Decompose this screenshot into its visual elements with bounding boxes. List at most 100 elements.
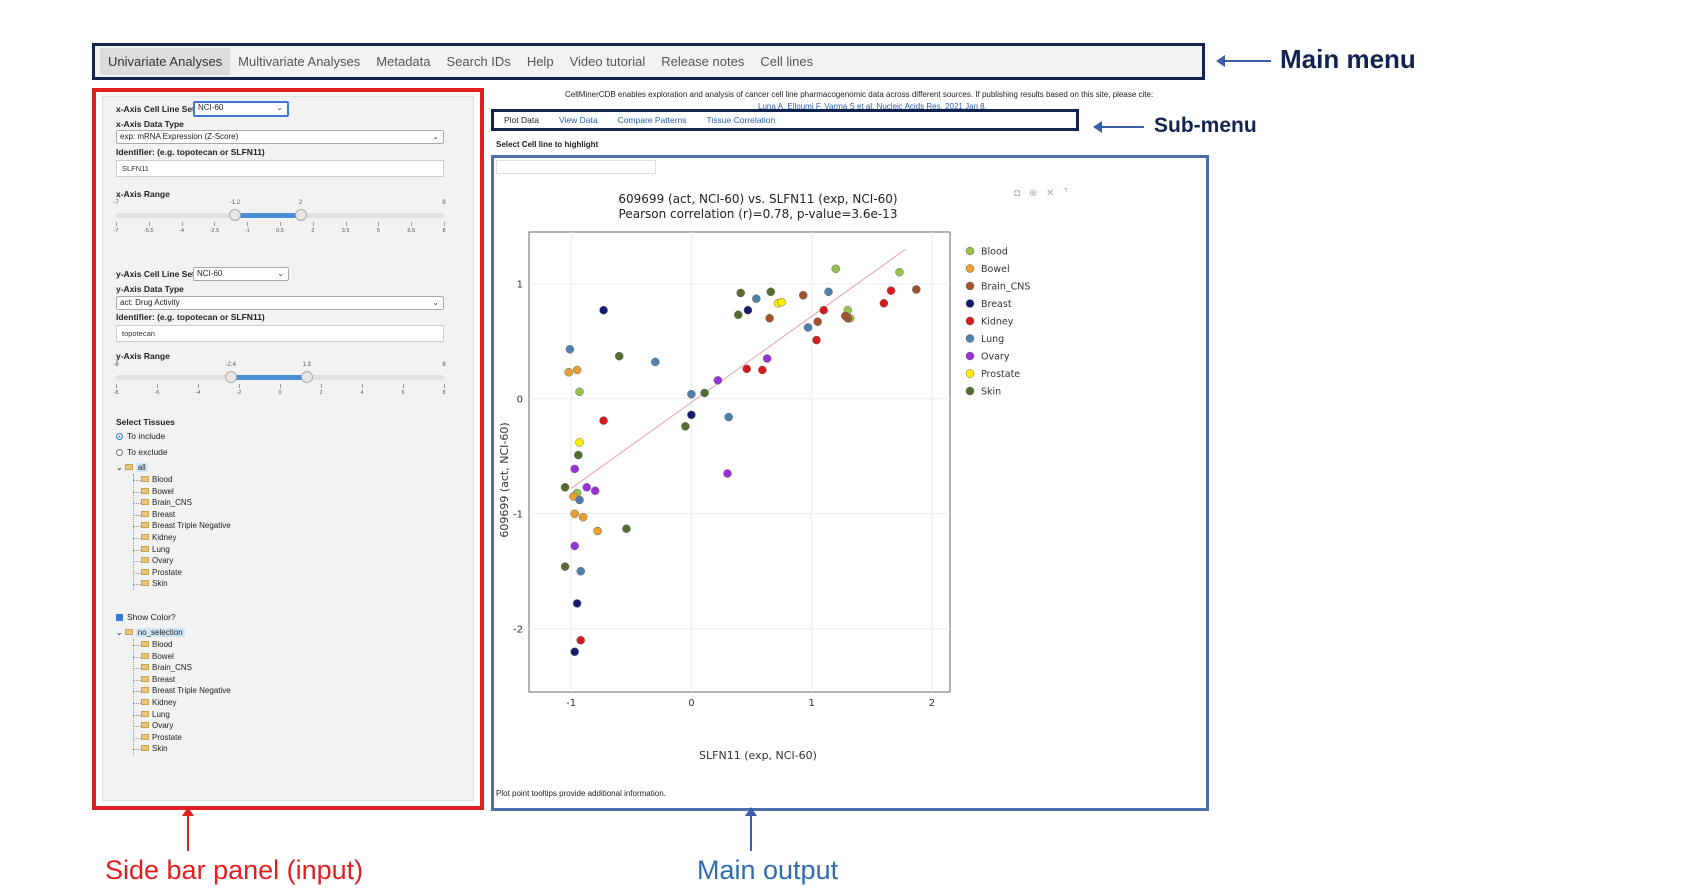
tree-item[interactable]: Skin xyxy=(141,579,168,588)
tree-item[interactable]: Ovary xyxy=(141,556,173,565)
tree-item[interactable]: Prostate xyxy=(141,568,182,577)
data-point-bowel[interactable] xyxy=(578,512,588,522)
data-point-skin[interactable] xyxy=(734,310,743,320)
tree-item[interactable]: Kidney xyxy=(141,698,176,707)
data-point-ovary[interactable] xyxy=(582,483,591,492)
main-menu-tab-multivariate-analyses[interactable]: Multivariate Analyses xyxy=(238,54,361,69)
data-point-brain-cns[interactable] xyxy=(912,285,921,294)
data-point-breast[interactable] xyxy=(599,305,608,315)
main-menu-tab-search-ids[interactable]: Search IDs xyxy=(446,54,511,69)
data-point-lung[interactable] xyxy=(824,287,833,297)
x-data-type-select[interactable]: exp: mRNA Expression (Z-Score) ⌄ xyxy=(116,130,444,144)
autoscale-icon[interactable]: ⌝ xyxy=(1063,188,1068,199)
data-point-skin[interactable] xyxy=(681,422,690,431)
data-point-skin[interactable] xyxy=(700,388,709,398)
tree-item[interactable]: Bowel xyxy=(141,487,174,496)
tree-item[interactable]: Bowel xyxy=(141,652,174,661)
camera-icon[interactable]: ◘ xyxy=(1014,188,1021,199)
tab-tissue-correlation[interactable]: Tissue Correlation xyxy=(706,115,776,125)
scatter-plot[interactable]: 609699 (act, NCI-60) vs. SLFN11 (exp, NC… xyxy=(494,180,1206,800)
tree-root[interactable]: ⌄ all xyxy=(116,463,148,472)
tab-view-data[interactable]: View Data xyxy=(558,115,598,125)
data-point-skin[interactable] xyxy=(736,288,745,298)
radio-exclude[interactable]: To exclude xyxy=(116,447,168,457)
highlight-cell-line-input[interactable] xyxy=(496,160,656,174)
slider-handle-low[interactable] xyxy=(228,209,241,221)
slider-handle-high[interactable] xyxy=(294,209,307,221)
data-point-skin[interactable] xyxy=(614,351,624,361)
data-point-kidney[interactable] xyxy=(886,286,896,295)
expand-toggle-icon[interactable]: ⌄ xyxy=(116,628,123,637)
legend-entry[interactable]: Ovary xyxy=(981,352,1010,363)
data-point-prostate[interactable] xyxy=(575,438,584,447)
citation-link[interactable]: Luna A, Elloumi F, Varma S et al. Nuclei… xyxy=(758,102,987,111)
data-point-breast[interactable] xyxy=(687,410,696,420)
data-point-skin[interactable] xyxy=(574,450,583,460)
slider-handle-low[interactable] xyxy=(224,371,237,383)
y-range-slider[interactable]: -8 -2.4 1.3 8 -8 -6 -4 -2 0 2 4 6 8 xyxy=(113,362,445,402)
data-point-bowel[interactable] xyxy=(570,509,579,518)
data-point-blood[interactable] xyxy=(895,268,904,277)
x-range-slider[interactable]: -7 -1.2 2 9 -7 -5.5 -4 -2.5 -1 0.5 2 3.5 5 6.5 8 xyxy=(113,200,445,240)
legend-entry[interactable]: Prostate xyxy=(981,369,1020,380)
data-point-lung[interactable] xyxy=(803,323,813,332)
tab-compare-patterns[interactable]: Compare Patterns xyxy=(617,115,687,125)
data-point-lung[interactable] xyxy=(575,495,584,505)
tree-item[interactable]: Prostate xyxy=(141,733,182,742)
data-point-bowel[interactable] xyxy=(593,526,602,536)
main-menu-tab-univariate-analyses[interactable]: Univariate Analyses xyxy=(100,48,231,75)
data-point-blood[interactable] xyxy=(575,387,584,397)
legend-entry[interactable]: Brain_CNS xyxy=(981,282,1030,293)
tab-plot-data[interactable]: Plot Data xyxy=(504,115,539,125)
data-point-bowel[interactable] xyxy=(572,365,582,375)
main-menu-tab-release-notes[interactable]: Release notes xyxy=(661,54,745,69)
data-point-lung[interactable] xyxy=(687,389,696,399)
legend-entry[interactable]: Bowel xyxy=(981,264,1010,275)
expand-toggle-icon[interactable]: ⌄ xyxy=(116,463,123,472)
data-point-kidney[interactable] xyxy=(812,335,821,345)
data-point-lung[interactable] xyxy=(724,412,733,422)
legend-entry[interactable]: Skin xyxy=(981,387,1001,398)
tree-item[interactable]: Ovary xyxy=(141,721,173,730)
tree-item[interactable]: Skin xyxy=(141,744,168,753)
tree-item[interactable]: Breast xyxy=(141,510,175,519)
y-identifier-input[interactable]: topotecan xyxy=(116,325,444,342)
data-point-lung[interactable] xyxy=(752,294,761,303)
data-point-skin[interactable] xyxy=(622,524,631,533)
tree-root[interactable]: ⌄ no_selection xyxy=(116,628,185,637)
data-point-prostate[interactable] xyxy=(777,297,786,307)
tree-item[interactable]: Blood xyxy=(141,475,172,484)
data-point-blood[interactable] xyxy=(831,264,840,274)
main-menu-tab-metadata[interactable]: Metadata xyxy=(376,54,431,69)
data-point-kidney[interactable] xyxy=(576,636,585,645)
data-point-lung[interactable] xyxy=(576,567,585,576)
data-point-ovary[interactable] xyxy=(762,354,772,363)
data-point-lung[interactable] xyxy=(651,357,660,367)
data-point-kidney[interactable] xyxy=(879,299,889,308)
tree-item[interactable]: Kidney xyxy=(141,533,176,542)
data-point-kidney[interactable] xyxy=(758,365,767,375)
data-point-skin[interactable] xyxy=(560,562,570,571)
x-identifier-input[interactable]: SLFN11 xyxy=(116,160,444,177)
data-point-kidney[interactable] xyxy=(599,416,608,425)
legend-entry[interactable]: Blood xyxy=(981,247,1008,258)
show-color-checkbox[interactable]: Show Color? xyxy=(116,612,176,622)
data-point-ovary[interactable] xyxy=(570,464,579,474)
data-point-kidney[interactable] xyxy=(742,364,751,374)
data-point-bowel[interactable] xyxy=(564,368,573,377)
data-point-brain-cns[interactable] xyxy=(841,311,850,321)
data-point-ovary[interactable] xyxy=(713,376,723,385)
tree-item[interactable]: Breast Triple Negative xyxy=(141,686,231,695)
data-point-ovary[interactable] xyxy=(590,486,600,495)
data-point-skin[interactable] xyxy=(766,287,776,297)
data-point-breast[interactable] xyxy=(570,647,579,656)
reset-icon[interactable]: ✕ xyxy=(1046,188,1055,199)
tree-item[interactable]: Brain_CNS xyxy=(141,498,192,507)
data-point-breast[interactable] xyxy=(572,599,582,608)
main-menu-tab-cell-lines[interactable]: Cell lines xyxy=(760,54,814,69)
radio-include[interactable]: To include xyxy=(116,431,165,441)
data-point-ovary[interactable] xyxy=(570,541,579,551)
data-point-breast[interactable] xyxy=(743,305,753,315)
data-point-brain-cns[interactable] xyxy=(813,317,822,326)
data-point-brain-cns[interactable] xyxy=(765,314,774,323)
